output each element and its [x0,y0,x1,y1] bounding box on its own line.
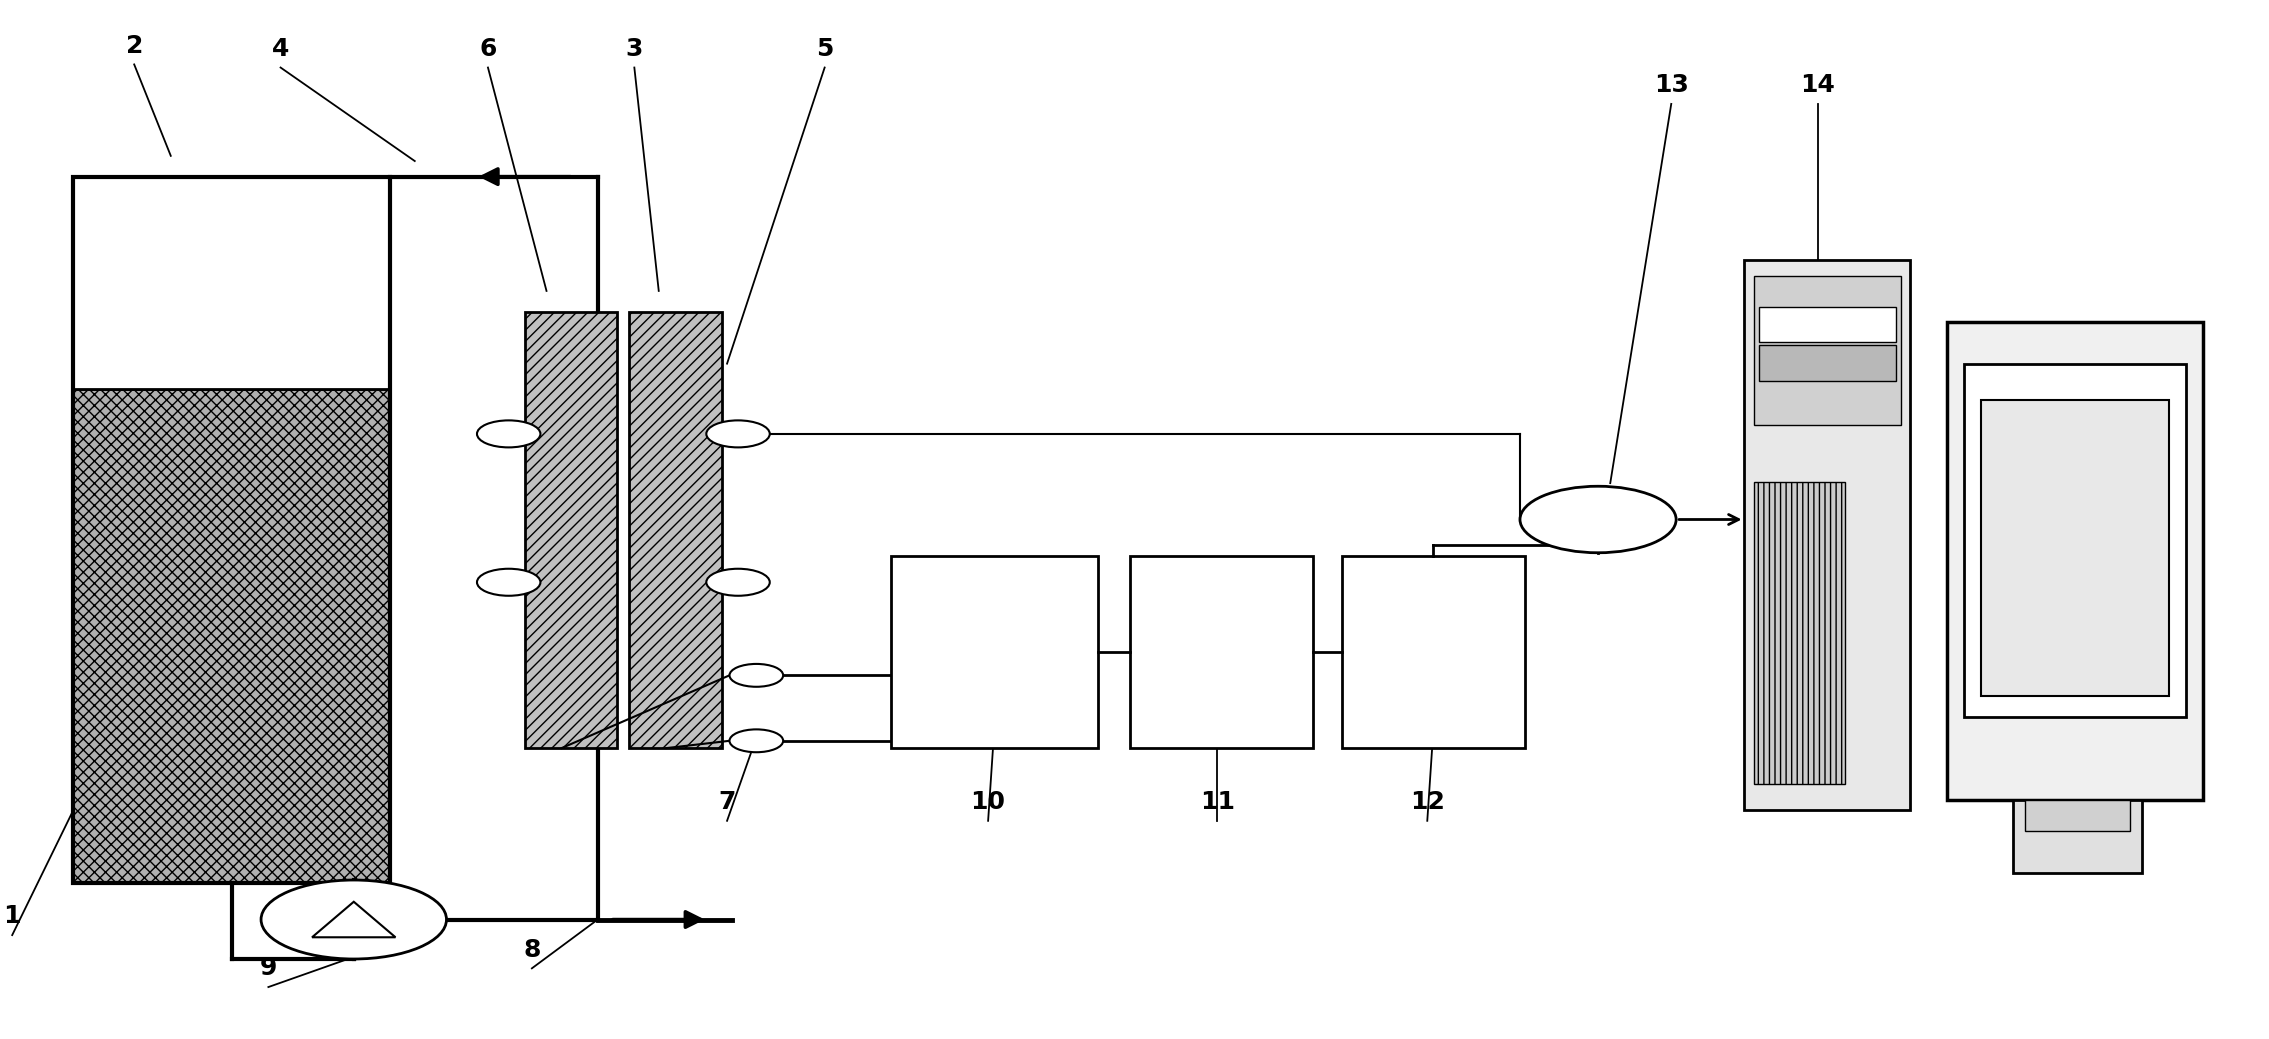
Bar [1130,556,1311,748]
Text: 13: 13 [1654,73,1688,98]
Text: 8: 8 [524,937,540,962]
Bar [73,177,390,883]
Bar [1754,482,1845,784]
Text: 12: 12 [1409,790,1445,815]
Circle shape [706,421,769,448]
Bar [1758,345,1895,381]
Text: 7: 7 [719,790,735,815]
Bar [1341,556,1525,748]
Text: 1: 1 [5,904,20,929]
Circle shape [1520,486,1677,553]
Bar [1947,322,2203,800]
Bar [2024,800,2131,831]
Circle shape [261,880,447,959]
Circle shape [476,568,540,595]
Circle shape [476,421,540,448]
Text: 14: 14 [1799,73,1836,98]
Bar [1758,307,1895,343]
Bar [73,389,390,883]
Bar [1981,400,2169,696]
Text: 6: 6 [479,36,497,61]
Bar [1745,260,1910,810]
Circle shape [731,729,783,752]
Bar [1754,276,1901,425]
Bar [2013,800,2142,873]
Circle shape [731,664,783,687]
Bar [524,312,617,748]
Text: 11: 11 [1200,790,1234,815]
Bar [1965,364,2185,717]
Text: 10: 10 [971,790,1005,815]
Circle shape [706,568,769,595]
Text: 2: 2 [125,33,143,58]
Bar [629,312,722,748]
Text: 5: 5 [817,36,833,61]
Text: 3: 3 [626,36,642,61]
Bar [889,556,1098,748]
Text: 4: 4 [272,36,288,61]
Bar [73,177,390,389]
Text: 9: 9 [259,956,277,981]
